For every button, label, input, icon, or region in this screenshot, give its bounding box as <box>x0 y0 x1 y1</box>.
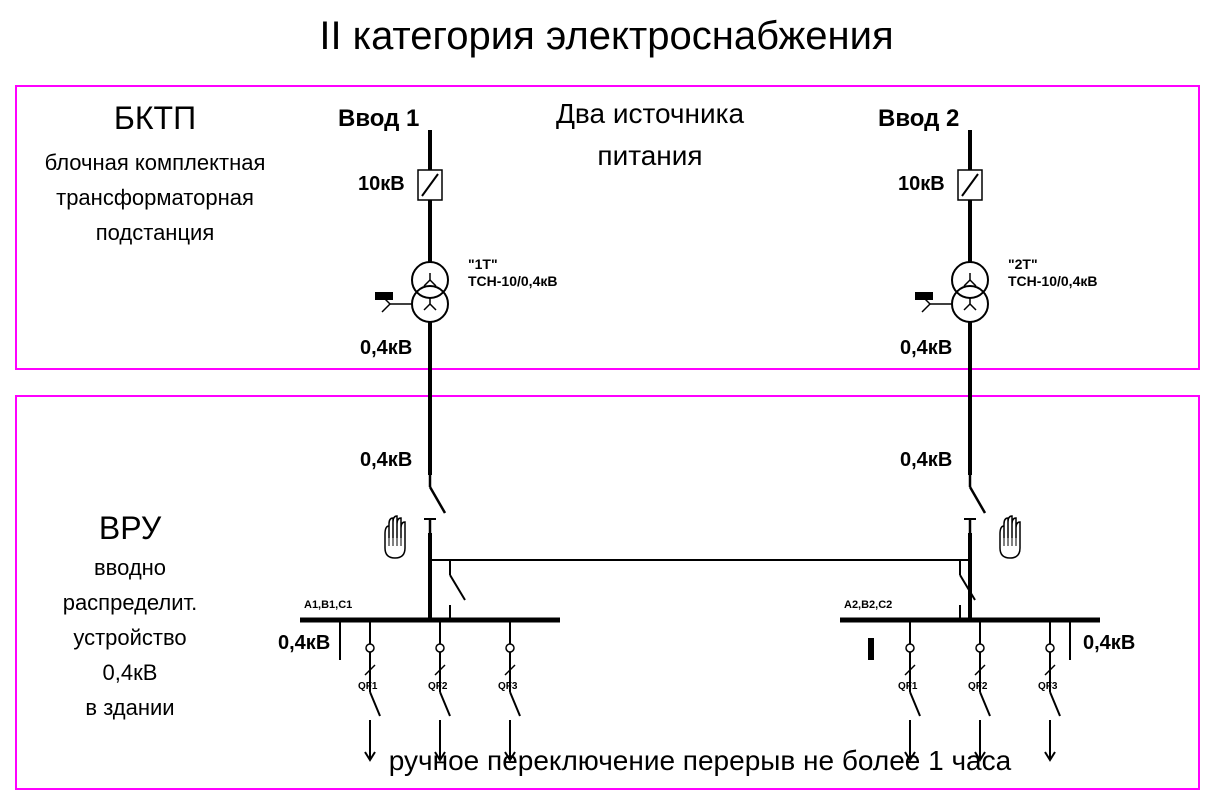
vru-desc5: в здании <box>40 695 220 721</box>
vru-desc4: 0,4кВ <box>40 660 220 686</box>
feed1-title: Ввод 1 <box>338 105 419 133</box>
feed2-qf2: QF2 <box>968 681 987 692</box>
feed1-bus-lv: 0,4кВ <box>360 449 412 472</box>
feed2-bus-voltage: 0,4кВ <box>1083 632 1135 655</box>
feed2-bus-lv: 0,4кВ <box>900 449 952 472</box>
feed1-bus-label: A1,B1,C1 <box>304 599 352 611</box>
feed2-bus-label: A2,B2,C2 <box>844 599 892 611</box>
bktp-desc1: блочная комплектная <box>15 150 295 176</box>
feed2-hv: 10кВ <box>898 173 945 196</box>
vru-desc3: устройство <box>40 625 220 651</box>
subtitle-line1: Два источника <box>510 98 790 130</box>
feed1-xfmr-type: ТСН-10/0,4кВ <box>468 273 557 289</box>
feed1-hv: 10кВ <box>358 173 405 196</box>
main-title: II категория электроснабжения <box>0 14 1213 59</box>
bktp-desc3: подстанция <box>15 220 295 246</box>
vru-desc2: распределит. <box>40 590 220 616</box>
feed1-qf1: QF1 <box>358 681 377 692</box>
vru-desc1: вводно <box>40 555 220 581</box>
feed2-xfmr-name: "2Т" <box>1008 256 1038 272</box>
feed1-qf3: QF3 <box>498 681 517 692</box>
feed2-lv: 0,4кВ <box>900 337 952 360</box>
feed2-qf1: QF1 <box>898 681 917 692</box>
feed2-xfmr-type: ТСН-10/0,4кВ <box>1008 273 1097 289</box>
feed1-xfmr-name: "1Т" <box>468 256 498 272</box>
feed1-qf2: QF2 <box>428 681 447 692</box>
subtitle-line2: питания <box>510 140 790 172</box>
footer-text: ручное переключение перерыв не более 1 ч… <box>260 745 1140 777</box>
bktp-desc2: трансформаторная <box>15 185 295 211</box>
feed2-qf3: QF3 <box>1038 681 1057 692</box>
bktp-title: БКТП <box>30 100 280 137</box>
feed1-bus-voltage: 0,4кВ <box>278 632 330 655</box>
vru-title: ВРУ <box>40 510 220 547</box>
feed2-title: Ввод 2 <box>878 105 959 133</box>
diagram-container: II категория электроснабжения БКТП блочн… <box>0 0 1213 797</box>
feed1-lv: 0,4кВ <box>360 337 412 360</box>
